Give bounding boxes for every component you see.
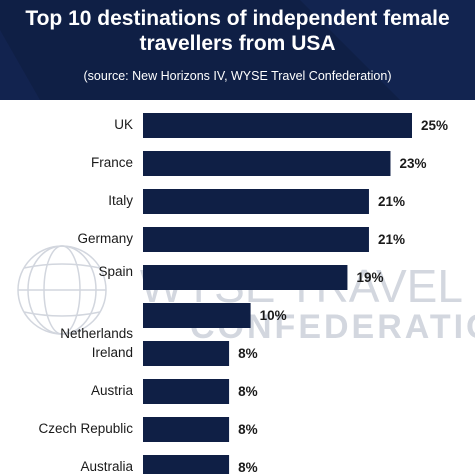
bar	[143, 341, 230, 366]
value-label: 8%	[238, 460, 258, 474]
category-label: Australia	[80, 459, 133, 474]
bar	[143, 189, 369, 214]
header-deco-shape	[300, 0, 475, 100]
chart-title: Top 10 destinations of independent femal…	[0, 6, 475, 56]
value-label: 8%	[238, 422, 258, 437]
category-label: Germany	[77, 231, 133, 246]
category-label: Austria	[91, 383, 134, 398]
bar	[143, 303, 251, 328]
globe-icon	[17, 245, 107, 335]
header-deco-shape	[0, 30, 40, 100]
header-banner: Top 10 destinations of independent femal…	[0, 0, 475, 100]
category-label: Netherlands	[60, 326, 133, 341]
value-label: 25%	[421, 118, 448, 133]
header-decoration	[0, 0, 475, 100]
category-label: Spain	[98, 264, 133, 279]
value-label: 21%	[378, 232, 405, 247]
bar	[143, 379, 230, 404]
category-label: Czech Republic	[38, 421, 133, 436]
bar	[143, 417, 230, 442]
bar	[143, 113, 412, 138]
category-label: Italy	[108, 193, 133, 208]
value-label: 10%	[260, 308, 287, 323]
bar	[143, 265, 348, 290]
bar-chart: WYSE TRAVEL CONFEDERATION UK25%France23%…	[17, 113, 475, 474]
chart-title-line-2: travellers from USA	[139, 32, 336, 55]
bar	[143, 227, 369, 252]
bar	[143, 455, 230, 474]
value-label: 19%	[356, 270, 383, 285]
chart-source: (source: New Horizons IV, WYSE Travel Co…	[83, 69, 392, 83]
chart-title-line-1: Top 10 destinations of independent femal…	[25, 7, 450, 30]
bar	[143, 151, 391, 176]
category-label: France	[91, 155, 133, 170]
value-label: 8%	[238, 346, 258, 361]
value-label: 23%	[399, 156, 426, 171]
category-label: UK	[114, 117, 133, 132]
plot-area: UK 25% France 23% Italy 21% Germany 21% Spain 19%…	[38, 113, 448, 474]
value-label: 21%	[378, 194, 405, 209]
value-label: 8%	[238, 384, 258, 399]
category-label: Ireland	[92, 345, 133, 360]
